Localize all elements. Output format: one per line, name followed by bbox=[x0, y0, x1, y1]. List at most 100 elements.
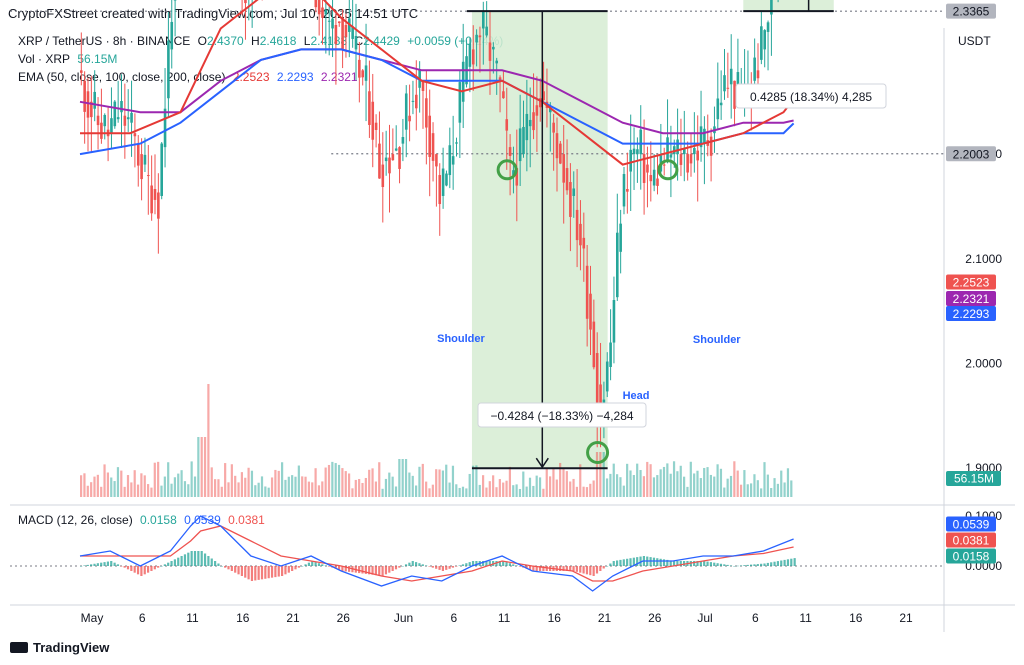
volume-bar bbox=[217, 479, 220, 497]
macd-histogram-bar bbox=[136, 566, 140, 575]
macd-histogram-bar bbox=[666, 559, 669, 566]
macd-histogram-bar bbox=[482, 561, 485, 566]
candle-body bbox=[445, 173, 448, 186]
candle-body bbox=[425, 98, 428, 128]
volume-bar bbox=[418, 466, 421, 497]
candle-body bbox=[80, 70, 83, 73]
macd-histogram-bar bbox=[733, 566, 736, 567]
macd-histogram-bar bbox=[368, 566, 371, 575]
open-label: O bbox=[197, 34, 207, 48]
volume-bar bbox=[415, 485, 418, 497]
macd-histogram-bar bbox=[140, 566, 143, 576]
volume-bar bbox=[552, 468, 555, 497]
volume-label[interactable]: Vol · XRP bbox=[18, 52, 71, 66]
macd-axis-badge-label: 0.0381 bbox=[953, 534, 990, 548]
volume-bar bbox=[441, 470, 444, 497]
candle-body bbox=[498, 77, 502, 81]
candle-body bbox=[569, 182, 572, 217]
macd-histogram-bar bbox=[579, 566, 582, 573]
time-tick-label: 26 bbox=[337, 611, 351, 625]
volume-bar bbox=[314, 468, 317, 497]
close-label: C bbox=[354, 34, 364, 48]
candle-body bbox=[123, 115, 127, 126]
candle-body bbox=[626, 189, 629, 192]
candle-body bbox=[652, 169, 656, 186]
macd-histogram-bar bbox=[632, 557, 635, 566]
macd-histogram-bar bbox=[250, 566, 254, 581]
volume-bar bbox=[609, 473, 612, 497]
pattern-marker-shoulder[interactable] bbox=[496, 159, 518, 181]
price-axis-badge bbox=[946, 3, 996, 19]
volume-bar bbox=[281, 462, 284, 497]
volume-bar bbox=[190, 461, 193, 497]
volume-bar bbox=[676, 471, 679, 497]
macd-histogram-bar bbox=[217, 563, 220, 566]
candle-body bbox=[133, 133, 137, 137]
volume-bar bbox=[120, 470, 123, 497]
macd-histogram-bar bbox=[652, 557, 656, 566]
candle-body bbox=[103, 114, 107, 127]
macd-histogram-bar bbox=[421, 564, 424, 566]
pattern-marker-shoulder[interactable] bbox=[657, 159, 679, 181]
macd-line[interactable] bbox=[79, 515, 794, 592]
ema100-line[interactable] bbox=[79, 48, 795, 156]
macd-histogram-bar bbox=[512, 564, 515, 566]
volume-bar bbox=[334, 463, 337, 497]
macd-histogram-bar bbox=[86, 564, 89, 566]
macd-histogram-bar bbox=[120, 566, 123, 567]
macd-histogram-bar bbox=[143, 566, 146, 575]
volume-bar bbox=[224, 463, 227, 497]
time-tick-label: 11 bbox=[498, 611, 511, 625]
macd-histogram-bar bbox=[743, 565, 746, 566]
volume-bar bbox=[632, 475, 635, 497]
candle-body bbox=[143, 154, 147, 165]
macd-axis-badge bbox=[946, 516, 996, 532]
volume-bar bbox=[408, 472, 411, 497]
ema50-line[interactable] bbox=[80, 0, 795, 166]
candle-body bbox=[585, 265, 589, 319]
macd-histogram-bar bbox=[595, 566, 599, 574]
macd-histogram-bar bbox=[562, 566, 565, 571]
time-tick-label: 16 bbox=[236, 611, 250, 625]
macd-hist-value: 0.0158 bbox=[140, 513, 177, 527]
volume-bar bbox=[317, 485, 321, 497]
ema200-line[interactable] bbox=[79, 48, 794, 135]
macd-title[interactable]: MACD (12, 26, close) bbox=[18, 513, 133, 527]
macd-histogram-bar bbox=[525, 566, 528, 569]
volume-bar bbox=[612, 463, 615, 497]
macd-histogram-bar bbox=[264, 566, 267, 579]
volume-bar bbox=[669, 473, 672, 497]
candle-body bbox=[689, 154, 693, 164]
volume-bar bbox=[257, 482, 260, 497]
macd-histogram-bar bbox=[518, 566, 522, 567]
candle-body bbox=[693, 148, 696, 155]
macd-histogram-bar bbox=[207, 556, 210, 566]
volume-bar bbox=[341, 468, 344, 497]
candle-body bbox=[766, 22, 770, 32]
macd-histogram-bar bbox=[378, 566, 381, 576]
macd-histogram-bar bbox=[103, 562, 106, 566]
volume-bar bbox=[642, 476, 645, 497]
candle-body bbox=[120, 100, 123, 113]
volume-bar bbox=[699, 478, 702, 497]
tradingview-logo[interactable]: TradingView bbox=[10, 640, 109, 655]
volume-bar bbox=[750, 483, 753, 497]
macd-histogram-bar bbox=[327, 566, 331, 567]
macd-histogram-bar bbox=[294, 566, 297, 570]
volume-bar bbox=[448, 482, 451, 497]
volume-bar bbox=[123, 486, 126, 497]
volume-bar bbox=[766, 474, 769, 497]
macd-signal-line[interactable] bbox=[80, 525, 794, 582]
measure-zone-up[interactable] bbox=[743, 0, 834, 12]
candle-body bbox=[612, 300, 616, 343]
pattern-marker-head[interactable] bbox=[586, 440, 610, 464]
symbol-title[interactable]: XRP / TetherUS · 8h · BINANCE bbox=[18, 34, 191, 48]
volume-bar bbox=[582, 486, 585, 497]
macd-histogram-bar bbox=[147, 566, 150, 573]
candle-body bbox=[629, 149, 632, 172]
candle-body bbox=[337, 21, 341, 24]
macd-histogram-bar bbox=[766, 562, 769, 566]
volume-bar bbox=[686, 486, 689, 497]
macd-histogram-bar bbox=[177, 557, 180, 566]
